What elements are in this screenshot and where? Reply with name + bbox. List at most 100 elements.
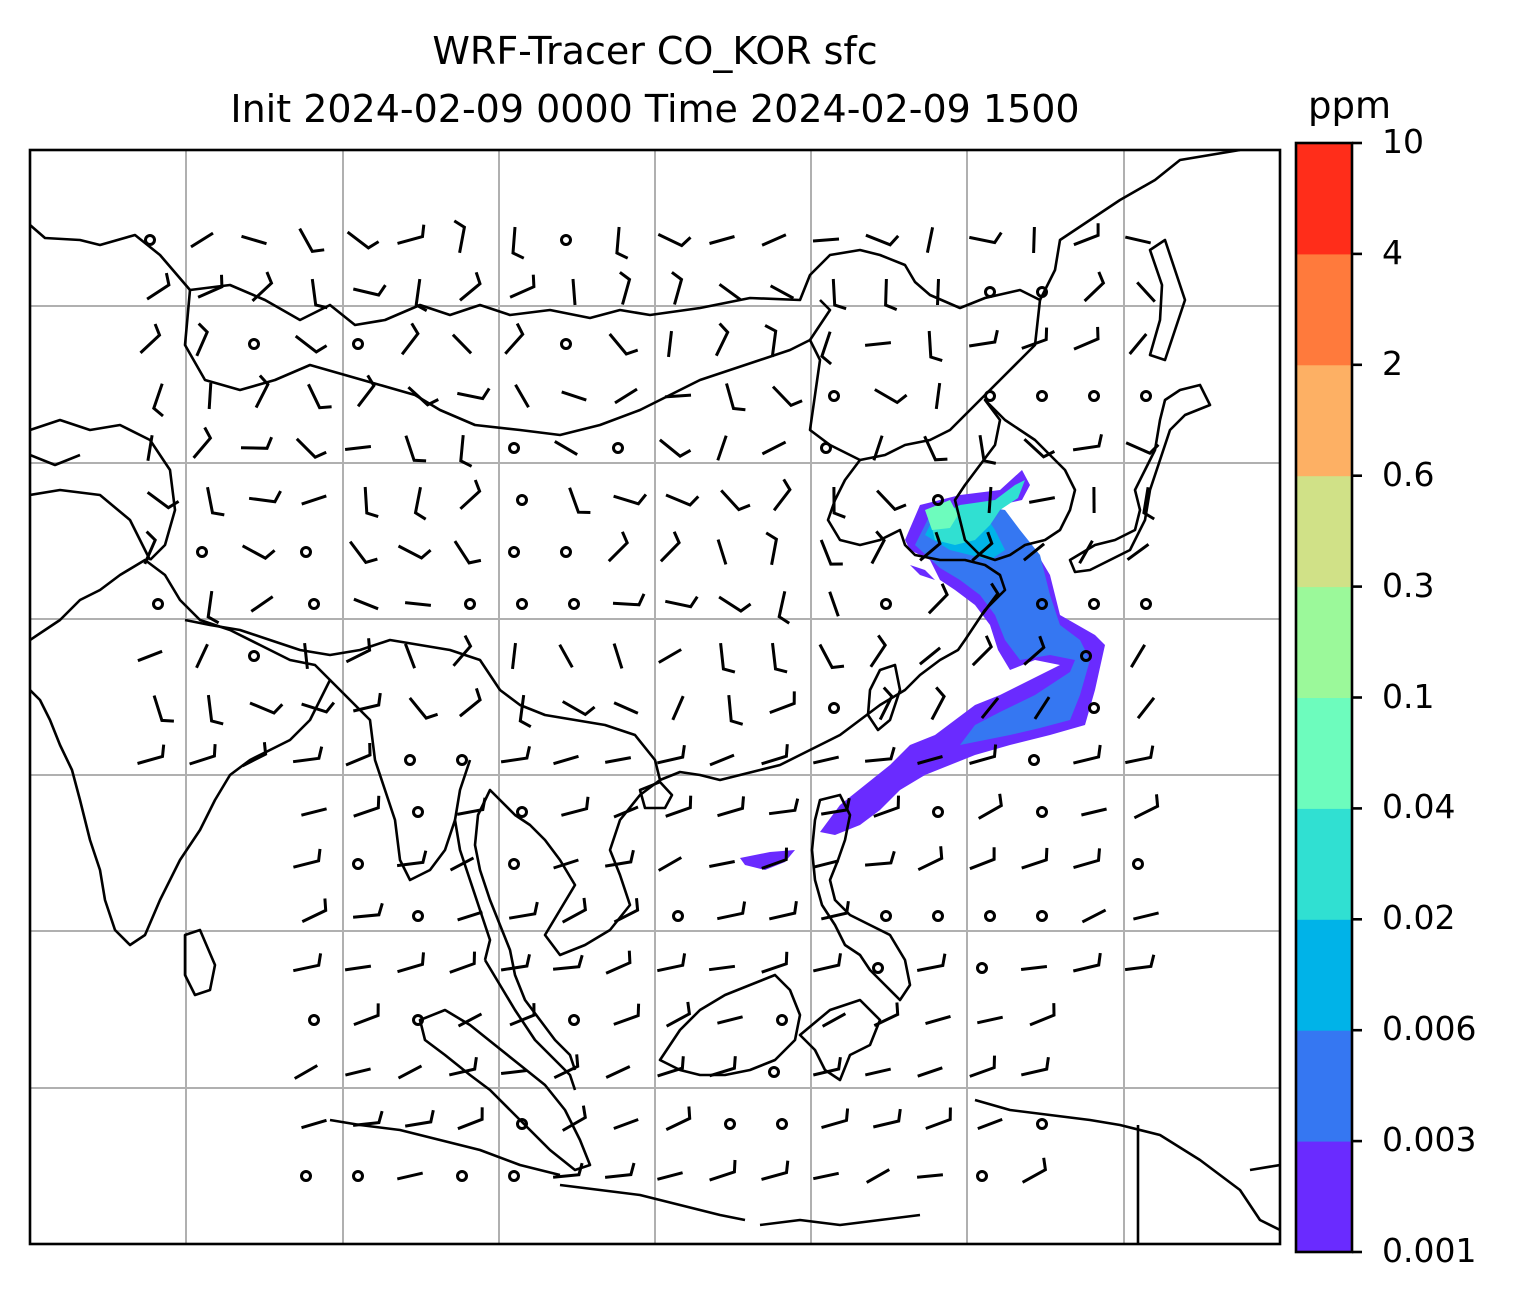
wind-barb xyxy=(1073,223,1100,247)
calm-wind-marker xyxy=(828,702,840,714)
wind-barb xyxy=(509,274,536,299)
wind-barb xyxy=(613,1003,641,1026)
wind-barb xyxy=(665,1106,692,1131)
calm-wind-marker xyxy=(508,442,520,454)
colorbar xyxy=(1294,141,1362,1254)
wind-barb xyxy=(667,330,673,358)
wind-barb xyxy=(884,278,898,311)
calm-wind-marker xyxy=(308,1014,320,1026)
wind-barb xyxy=(664,393,692,399)
wind-barb xyxy=(865,1168,891,1184)
wind-barb xyxy=(709,235,735,245)
wind-barb xyxy=(613,898,640,924)
wind-barb xyxy=(404,601,432,607)
wind-barbs xyxy=(137,219,1160,1184)
wind-barb xyxy=(607,531,629,563)
wind-barb xyxy=(1020,965,1048,971)
wind-barb xyxy=(828,591,840,617)
wind-barb xyxy=(657,1056,685,1078)
calm-wind-marker xyxy=(508,1170,520,1182)
calm-wind-marker xyxy=(1028,754,1040,766)
wind-barb xyxy=(553,858,579,870)
wind-barb xyxy=(608,333,639,356)
calm-wind-marker xyxy=(300,1170,312,1182)
calm-wind-marker xyxy=(568,598,580,610)
wind-barb xyxy=(819,539,843,566)
wind-barb xyxy=(812,1171,840,1181)
wind-barb xyxy=(613,1118,639,1130)
wind-barb xyxy=(812,755,840,765)
wind-barb xyxy=(1021,327,1049,350)
calm-wind-marker xyxy=(724,1118,736,1130)
wind-barb xyxy=(298,227,325,254)
wind-barb xyxy=(1126,543,1150,561)
wind-barb xyxy=(254,374,270,409)
wind-barb xyxy=(1020,1056,1050,1077)
wind-barb xyxy=(820,900,850,921)
wind-barb xyxy=(346,230,380,250)
wind-barb xyxy=(968,329,999,348)
wind-barb xyxy=(1073,848,1101,870)
wind-barb xyxy=(761,744,789,766)
calm-wind-marker xyxy=(352,858,364,870)
calm-wind-marker xyxy=(352,338,364,350)
wind-barb xyxy=(146,491,180,510)
calm-wind-marker xyxy=(560,338,572,350)
wind-barb xyxy=(971,531,994,562)
wind-barb xyxy=(1124,235,1152,245)
wind-barb xyxy=(190,231,214,249)
colorbar-tick-label: 0.006 xyxy=(1382,1009,1477,1049)
wind-barb xyxy=(917,755,943,765)
wind-barb xyxy=(873,795,900,818)
wind-barb xyxy=(301,807,327,817)
calm-wind-marker xyxy=(464,598,476,610)
wind-barb xyxy=(206,694,224,726)
wind-barb xyxy=(1136,281,1156,303)
wind-barb xyxy=(248,490,282,504)
calm-wind-marker xyxy=(568,1014,580,1026)
wind-barb xyxy=(146,434,154,462)
wind-barb xyxy=(708,964,736,972)
wind-barb xyxy=(353,597,379,611)
wind-barb xyxy=(561,700,596,717)
wind-barb xyxy=(146,272,171,301)
wind-barb xyxy=(301,898,328,923)
wind-barb xyxy=(765,531,779,566)
wind-barb xyxy=(504,322,525,355)
wind-barb xyxy=(301,701,336,714)
wind-barb xyxy=(294,334,328,354)
wind-barb xyxy=(1125,441,1160,455)
wind-barb xyxy=(207,382,213,410)
calm-wind-marker xyxy=(820,442,832,454)
wind-barb xyxy=(969,847,996,871)
wind-barb xyxy=(818,643,845,670)
colorbar-segment xyxy=(1296,253,1352,366)
wind-barb xyxy=(292,746,324,764)
wind-barb xyxy=(137,744,166,765)
wind-barb xyxy=(716,539,728,565)
wind-barb xyxy=(1081,807,1107,817)
wind-barb xyxy=(451,333,473,355)
wind-barb xyxy=(777,590,791,625)
wind-barb xyxy=(500,953,531,972)
wind-barb xyxy=(717,796,745,818)
colorbar-tick-label: 0.1 xyxy=(1382,676,1435,716)
wind-barb xyxy=(241,742,268,768)
calm-wind-marker xyxy=(932,806,944,818)
wind-barb xyxy=(864,746,896,763)
wind-barb xyxy=(869,634,888,668)
calm-wind-marker xyxy=(248,338,260,350)
wind-barb xyxy=(812,1056,842,1077)
wind-barb xyxy=(604,756,632,764)
wind-barb xyxy=(1023,635,1046,666)
wind-barb xyxy=(206,486,225,517)
wind-barb xyxy=(139,323,162,354)
wind-barb xyxy=(397,1064,423,1080)
wind-barb xyxy=(612,593,646,607)
wind-barb xyxy=(453,540,482,565)
wind-barb xyxy=(414,278,428,313)
wind-barb xyxy=(1072,433,1103,452)
wind-barb xyxy=(396,1171,424,1181)
wind-barb xyxy=(1083,271,1106,303)
